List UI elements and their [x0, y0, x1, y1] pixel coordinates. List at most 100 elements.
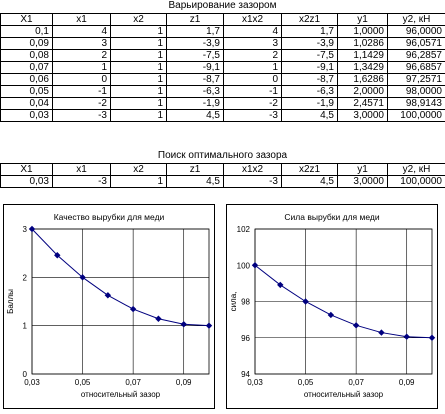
table-cell: 1: [111, 62, 167, 74]
table-cell: 1: [224, 62, 282, 74]
table-cell: 1,6286: [338, 74, 388, 86]
table-cell: -3: [53, 176, 111, 188]
x-tick-label: 0,05: [75, 378, 91, 387]
table-cell: -7,5: [282, 50, 338, 62]
table-cell: -3: [53, 110, 111, 122]
table-cell: -2: [53, 98, 111, 110]
table-cell: -1,9: [167, 98, 224, 110]
table-cell: 2,4571: [338, 98, 388, 110]
y-axis-label: Баллы: [6, 289, 15, 314]
table-cell: 4: [53, 26, 111, 38]
y-tick-label: 2: [23, 273, 28, 282]
table-cell: 1,7: [282, 26, 338, 38]
table-cell: 4,5: [282, 176, 338, 188]
column-header: y1: [338, 14, 388, 26]
x-tick-label: 0,05: [298, 378, 314, 387]
table-cell: 2: [53, 50, 111, 62]
table-cell: 1,1429: [338, 50, 388, 62]
table-cell: 1: [111, 176, 167, 188]
column-header: y2, кН: [388, 164, 445, 176]
table-cell: -9,1: [282, 62, 338, 74]
column-header: x1: [53, 164, 111, 176]
table1-caption: Варьирование зазором: [0, 0, 445, 12]
column-header: x2z1: [282, 14, 338, 26]
table-cell: 3,0000: [338, 110, 388, 122]
x-tick-label: 0,03: [24, 378, 40, 387]
table-cell: 0,03: [1, 110, 53, 122]
table-cell: 4,5: [167, 176, 224, 188]
x-tick-label: 0,09: [399, 378, 415, 387]
table-cell: 1: [111, 38, 167, 50]
table-cell: -6,3: [282, 86, 338, 98]
x-tick-label: 0,03: [247, 378, 263, 387]
x-axis-label: относительный зазор: [304, 390, 384, 399]
y-tick-label: 1: [23, 322, 28, 331]
table-cell: 0,09: [1, 38, 53, 50]
x-tick-label: 0,07: [125, 378, 141, 387]
table-cell: 96,0000: [388, 26, 445, 38]
column-header: x1x2: [224, 14, 282, 26]
table-cell: 4: [224, 26, 282, 38]
y-axis-label: сила,: [229, 292, 238, 312]
table-cell: 1: [111, 50, 167, 62]
table-cell: 2,0000: [338, 86, 388, 98]
x-axis-label: относительный зазор: [81, 390, 161, 399]
table-cell: 97,2571: [388, 74, 445, 86]
table-cell: -9,1: [167, 62, 224, 74]
table2-caption: Поиск оптимального зазора: [0, 150, 445, 162]
column-header: x2: [111, 14, 167, 26]
table-cell: 98,0000: [388, 86, 445, 98]
table-cell: 0: [53, 74, 111, 86]
chart-title: Качество вырубки для меди: [54, 212, 165, 222]
table-cell: 96,6857: [388, 62, 445, 74]
table-cell: 1: [111, 86, 167, 98]
column-header: z1: [167, 14, 224, 26]
table-cell: 4,5: [167, 110, 224, 122]
y-tick-label: 100: [237, 261, 251, 270]
table-cell: 0,04: [1, 98, 53, 110]
table-cell: -7,5: [167, 50, 224, 62]
table-cell: 0,08: [1, 50, 53, 62]
chart-title: Сила вырубки для меди: [284, 212, 379, 222]
column-header: X1: [1, 164, 53, 176]
table-cell: -8,7: [282, 74, 338, 86]
table-cell: 3: [224, 38, 282, 50]
x-tick-label: 0,07: [348, 378, 364, 387]
column-header: x2: [111, 164, 167, 176]
y-tick-label: 3: [23, 225, 28, 234]
table-cell: 0,05: [1, 86, 53, 98]
table-cell: 1,3429: [338, 62, 388, 74]
column-header: y1: [338, 164, 388, 176]
table-cell: 1: [53, 62, 111, 74]
y-tick-label: 96: [241, 334, 250, 343]
table-cell: -2: [224, 98, 282, 110]
table-cell: 0: [224, 74, 282, 86]
table-cell: 0,06: [1, 74, 53, 86]
table-cell: -8,7: [167, 74, 224, 86]
table-cell: 0,1: [1, 26, 53, 38]
table-cell: 3: [53, 38, 111, 50]
x-tick-label: 0,09: [176, 378, 192, 387]
table-cell: -3,9: [167, 38, 224, 50]
table-cell: -3,9: [282, 38, 338, 50]
table-cell: 100,0000: [388, 176, 445, 188]
table-cell: 0,03: [1, 176, 53, 188]
table-cell: -1: [224, 86, 282, 98]
table-cell: 96,0571: [388, 38, 445, 50]
table-cell: -3: [224, 110, 282, 122]
